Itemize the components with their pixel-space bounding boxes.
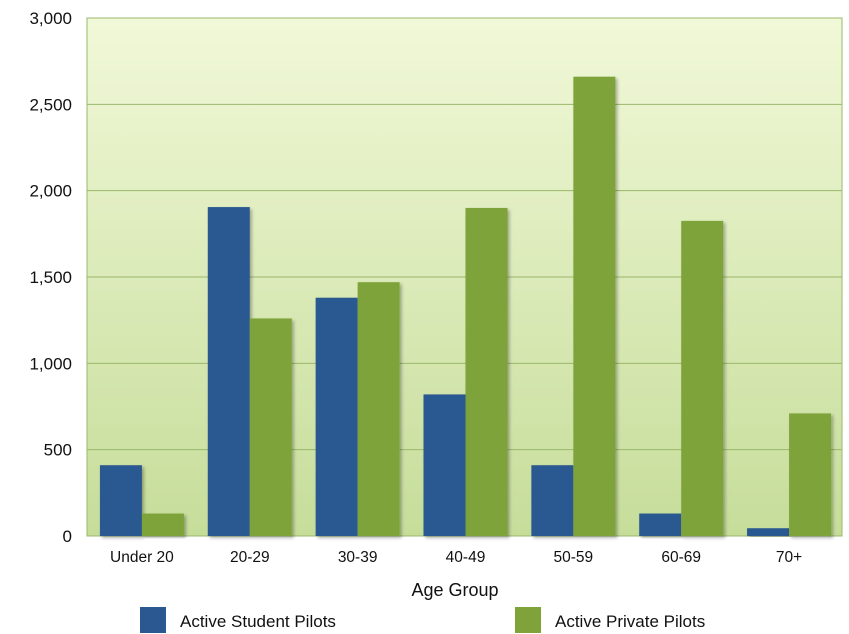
bar-private-3 <box>465 207 508 536</box>
bar-student-4 <box>531 465 574 536</box>
bar-student-6 <box>747 528 790 536</box>
bar-private-1 <box>249 318 292 536</box>
legend: Active Student Pilots Active Private Pilo… <box>140 607 705 633</box>
y-tick-label: 2,000 <box>29 182 72 201</box>
legend-label-1: Active Private Pilots <box>555 612 705 631</box>
y-tick-label: 2,500 <box>29 95 72 114</box>
bar-private-5 <box>681 220 724 536</box>
bar-private-6 <box>789 413 832 536</box>
x-tick-label: 50-59 <box>554 549 594 566</box>
legend-swatch-1 <box>515 607 541 633</box>
x-axis-title: Age Group <box>411 580 498 600</box>
bar-student-0 <box>99 465 142 536</box>
x-tick-label: 40-49 <box>446 549 486 566</box>
y-tick-label: 3,000 <box>29 9 72 28</box>
x-tick-label: Under 20 <box>110 549 174 566</box>
bar-student-3 <box>423 394 466 536</box>
y-tick-label: 1,000 <box>29 354 72 373</box>
y-tick-label: 1,500 <box>29 268 72 287</box>
bar-student-1 <box>207 207 250 536</box>
y-tick-label: 0 <box>63 527 72 546</box>
x-tick-label: 60-69 <box>661 549 701 566</box>
bar-private-2 <box>357 282 400 536</box>
legend-label-0: Active Student Pilots <box>180 612 336 631</box>
y-tick-label: 500 <box>44 441 72 460</box>
bars <box>99 76 832 536</box>
bar-student-2 <box>315 297 358 536</box>
bar-private-4 <box>573 76 616 536</box>
x-tick-label: 70+ <box>776 549 802 566</box>
bar-private-0 <box>141 513 184 536</box>
y-axis-ticks: 0 500 1,000 1,500 2,000 2,500 3,000 <box>29 9 72 546</box>
x-tick-label: 30-39 <box>338 549 378 566</box>
x-tick-label: 20-29 <box>230 549 270 566</box>
legend-swatch-0 <box>140 607 166 633</box>
x-axis-ticks: Under 20 20-29 30-39 40-49 50-59 60-69 70+ <box>110 549 802 566</box>
bar-student-5 <box>639 513 682 536</box>
